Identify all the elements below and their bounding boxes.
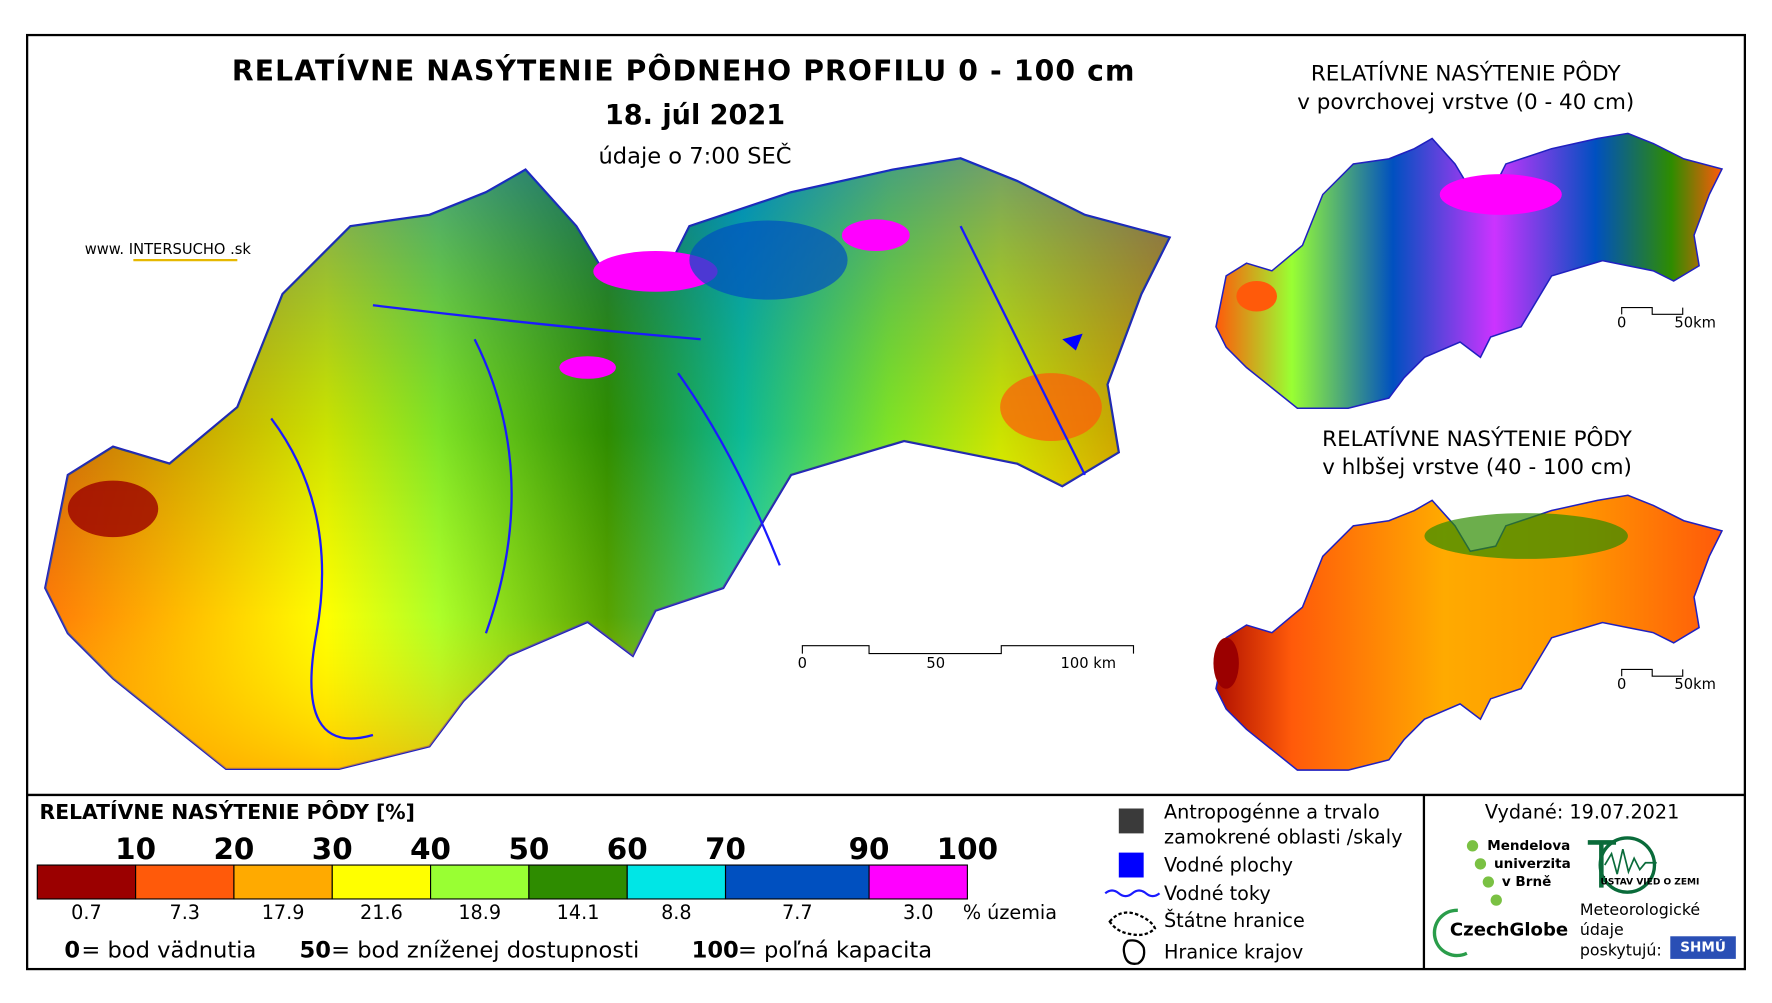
break-label: 60 (607, 832, 648, 866)
note-value: 100 (692, 937, 739, 963)
legend-class (36, 864, 137, 900)
inset-subtitle: v hlbšej vrstve (40 - 100 cm) (1322, 455, 1632, 480)
break-label: 70 (705, 832, 746, 866)
break-label: 40 (410, 832, 451, 866)
break-label: 100 (937, 832, 998, 866)
logo-uvz: ÚSTAV VIED O ZEMI (1587, 836, 1700, 894)
class-share: 7.7 (782, 901, 813, 924)
scale-label: 0 (798, 655, 807, 672)
scale-label: 50 (926, 655, 945, 672)
logo-text: CzechGlobe (1450, 920, 1568, 941)
class-share: 0.7 (71, 901, 102, 924)
inset-map-bottom (1213, 494, 1723, 771)
legend-class (528, 864, 628, 900)
legend-class (868, 864, 968, 900)
scale-label: 100 km (1061, 655, 1116, 672)
note-text: = bod vädnutia (81, 937, 256, 963)
main-scale-bar (801, 645, 1135, 655)
issued: Vydané: 19.07.2021 (1485, 801, 1679, 824)
icon-border (1108, 911, 1157, 937)
legend-title: RELATÍVNE NASÝTENIE PÔDY [%] (40, 799, 415, 824)
class-share: 8.8 (661, 901, 692, 924)
break-label: 30 (312, 832, 353, 866)
providers: poskytujú: (1580, 940, 1662, 959)
note-text: = poľná kapacita (738, 937, 932, 963)
icon-river (1104, 889, 1161, 898)
logo-czechglobe: CzechGlobe (1432, 908, 1568, 958)
class-share: 17.9 (262, 901, 305, 924)
inset-subtitle: v povrchovej vrstve (0 - 40 cm) (1297, 90, 1634, 115)
logo-text: univerzita (1494, 856, 1571, 872)
legend-class (331, 864, 432, 900)
main-map (44, 157, 1171, 771)
scale-label: 50km (1674, 676, 1716, 693)
logo-text: ÚSTAV VIED O ZEMI (1601, 876, 1700, 888)
map-legend-label: Štátne hranice (1164, 908, 1305, 932)
note-value: 0 (64, 937, 80, 963)
time: údaje o 7:00 SEČ (598, 142, 791, 170)
icon-region (1122, 939, 1146, 965)
class-share: 14.1 (557, 901, 600, 924)
date: 18. júl 2021 (605, 100, 785, 131)
map-legend-label: Vodné toky (1164, 882, 1271, 905)
inset-title: RELATÍVNE NASÝTENIE PÔDY (1311, 61, 1622, 87)
inset-title: RELATÍVNE NASÝTENIE PÔDY (1322, 426, 1633, 452)
logo-mendel: Mendelova univerzita v Brně (1466, 838, 1571, 906)
providers: údaje (1580, 920, 1624, 939)
map-legend-label: Hranice krajov (1164, 941, 1303, 964)
scale-label: 0 (1617, 314, 1626, 331)
logo-text: v Brně (1502, 874, 1551, 890)
class-share: 18.9 (458, 901, 501, 924)
share-unit: % územia (963, 901, 1057, 924)
note-text: = bod zníženej dostupnosti (331, 937, 639, 963)
inset-scale-bar (1621, 307, 1684, 315)
legend-class (626, 864, 727, 900)
legend-scale: 0.7 10 7.3 20 17.9 30 21.6 40 18.9 50 14.1 60 8.8 70 7… (36, 832, 998, 924)
break-label: 20 (213, 832, 254, 866)
logo-text: Mendelova (1487, 838, 1570, 854)
title: RELATÍVNE NASÝTENIE PÔDNEHO PROFILU 0 - … (232, 53, 1136, 87)
scale-label: 0 (1617, 676, 1626, 693)
logo-shmu (1670, 936, 1736, 959)
legend-class (724, 864, 870, 900)
legend-class (233, 864, 333, 900)
map-legend-label: zamokrené oblasti /skaly (1164, 825, 1402, 848)
inset-scale-bar (1621, 668, 1684, 677)
source: www. INTERSUCHO .sk (85, 241, 252, 258)
break-label: 10 (115, 832, 156, 866)
break-label: 90 (849, 832, 890, 866)
class-share: 3.0 (903, 901, 934, 924)
inset-map-top (1215, 132, 1723, 409)
legend-class (430, 864, 530, 900)
break-label: 50 (508, 832, 549, 866)
class-share: 21.6 (360, 901, 403, 924)
map-legend-label: Antropogénne a trvalo (1164, 801, 1380, 824)
icon-anthropogenic (1118, 808, 1144, 834)
logo-text: SHMÚ (1680, 938, 1726, 956)
map-legend-label: Vodné plochy (1164, 854, 1293, 877)
legend-class (135, 864, 235, 900)
scale-label: 50km (1674, 314, 1716, 331)
class-share: 7.3 (170, 901, 201, 924)
legend-notes: 0 = bod vädnutia 50 = bod zníženej dostupno… (64, 937, 932, 963)
note-value: 50 (299, 937, 330, 963)
providers: Meteorologické (1580, 900, 1700, 919)
icon-water (1118, 852, 1144, 878)
